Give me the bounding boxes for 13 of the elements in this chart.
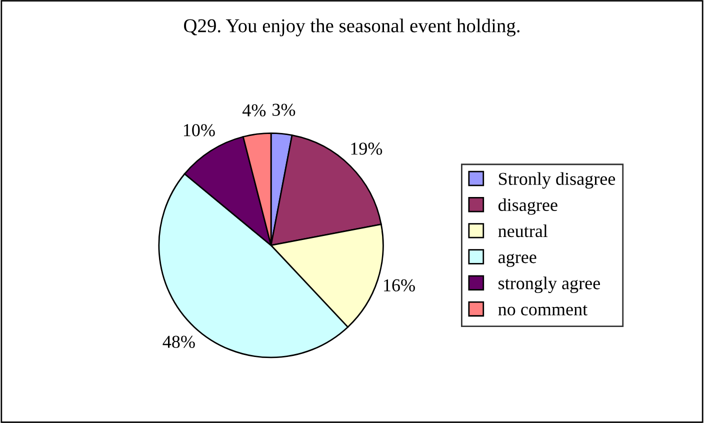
data-label: 16% <box>384 279 415 292</box>
data-label: 3% <box>272 104 296 116</box>
legend-label: Stronly disagree <box>499 172 616 189</box>
chart-title: Q29. You enjoy the seasonal event holding. <box>184 18 520 36</box>
legend-label: agree <box>498 254 536 267</box>
data-label: 48% <box>162 336 195 348</box>
legend-label: no comment <box>498 305 588 316</box>
data-label: 19% <box>351 142 382 155</box>
data-label: 4% <box>242 104 266 116</box>
data-label: 10% <box>184 124 215 136</box>
legend-label: disagree <box>498 198 558 215</box>
legend-label: strongly agree <box>498 276 600 294</box>
legend-label: neutral <box>498 224 548 238</box>
